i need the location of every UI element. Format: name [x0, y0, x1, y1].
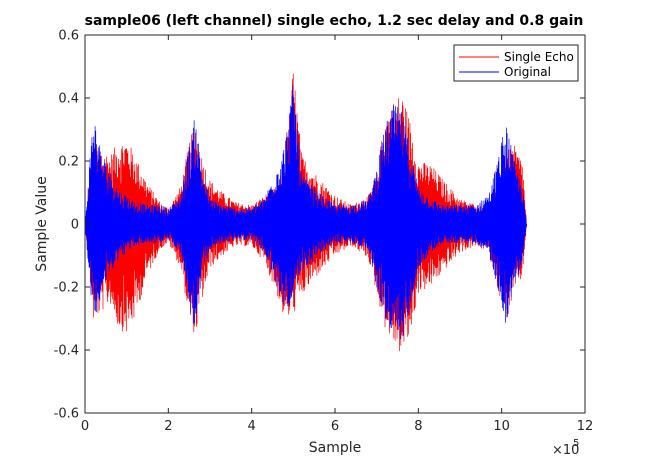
x-axis-label: Sample: [309, 440, 362, 456]
ticks-layer: 0 2 4 6 8 10 12 -0.6 -0.4 -0.2 0 0.2 0.4 0.6: [54, 29, 594, 435]
series-layer: [84, 73, 528, 352]
y-tick-label: 0: [71, 218, 79, 233]
plot-area: 0 2 4 6 8 10 12 -0.6 -0.4 -0.2 0 0.2 0.4 0.6: [54, 29, 594, 435]
legend: Single Echo Original: [453, 44, 579, 82]
y-axis-label: Sample Value: [34, 176, 50, 271]
y-tick-label: 0.6: [58, 29, 79, 44]
y-tick-label: -0.4: [54, 344, 79, 359]
legend-box: [453, 44, 579, 82]
y-tick-label: 0.4: [58, 92, 79, 107]
x-tick-label: 6: [331, 419, 339, 434]
legend-label-single-echo: Single Echo: [504, 50, 574, 64]
legend-label-original: Original: [504, 65, 551, 79]
x-tick-label: 8: [414, 419, 422, 434]
x-tick-label: 2: [164, 419, 172, 434]
x-exponent: ×10 5: [552, 438, 579, 458]
x-exponent-base: ×10: [552, 443, 579, 458]
x-tick-label: 0: [81, 419, 89, 434]
y-tick-label: 0.2: [58, 155, 79, 170]
x-tick-label: 10: [493, 419, 510, 434]
x-tick-label: 4: [248, 419, 256, 434]
x-tick-label: 12: [577, 419, 594, 434]
y-tick-label: -0.6: [54, 407, 79, 422]
y-tick-label: -0.2: [54, 281, 79, 296]
original-series-line: [84, 84, 528, 340]
x-exponent-power: 5: [573, 438, 579, 449]
chart-title: sample06 (left channel) single echo, 1.2…: [85, 13, 584, 29]
